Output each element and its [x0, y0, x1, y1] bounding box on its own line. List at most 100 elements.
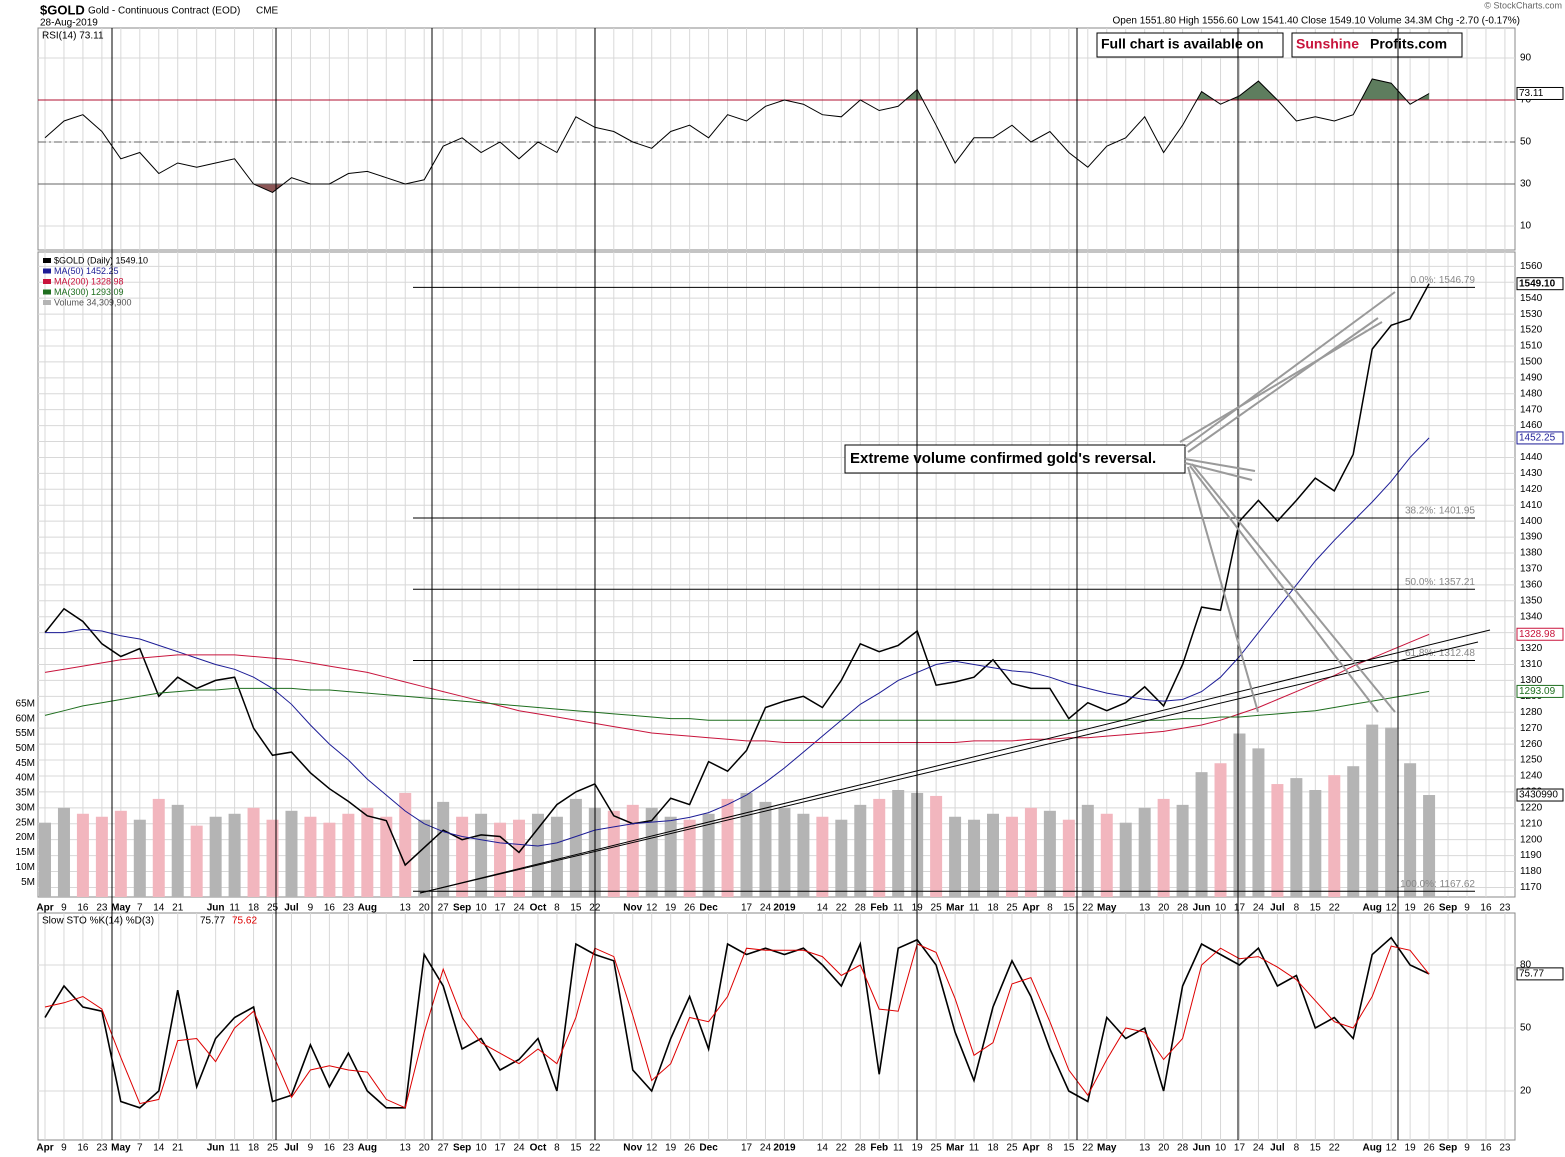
volume-bar — [854, 804, 867, 897]
value-tag-label: 1328.98 — [1519, 629, 1556, 640]
volume-bar — [1309, 789, 1322, 897]
x-tick-label: 7 — [137, 1143, 143, 1154]
x-tick-label: 12 — [646, 903, 658, 914]
x-tick-label: 16 — [1480, 1143, 1492, 1154]
legend-k: 75.77 — [200, 916, 225, 927]
volume-bar — [285, 810, 298, 897]
value-tag-label: 1293.09 — [1519, 686, 1556, 697]
volume-tick-label: 25M — [16, 817, 35, 828]
x-tick-label: Jun — [1193, 1143, 1211, 1154]
y-tick-label: 70 — [1520, 95, 1532, 106]
panel-frame — [37, 251, 1516, 898]
volume-bar — [968, 819, 981, 897]
x-tick-label: 10 — [1215, 1143, 1227, 1154]
value-tag-label: 1452.25 — [1519, 433, 1556, 444]
x-tick-label: 13 — [1139, 903, 1151, 914]
fib-label: 38.2%: 1401.95 — [1405, 506, 1475, 517]
x-tick-label: Mar — [946, 903, 964, 914]
x-tick-label: 15 — [1310, 1143, 1322, 1154]
x-tick-label: 12 — [1386, 903, 1398, 914]
volume-bar — [1157, 798, 1170, 897]
x-tick-label: 13 — [400, 1143, 412, 1154]
x-tick-label: 9 — [1464, 903, 1470, 914]
callout-arrows — [1179, 291, 1396, 713]
y-tick-label: 1270 — [1520, 723, 1543, 734]
volume-bar — [550, 816, 563, 897]
volume-bar — [835, 819, 848, 897]
x-tick-label: 14 — [817, 903, 829, 914]
volume-bar — [437, 801, 450, 897]
x-tick-label: Apr — [1022, 903, 1039, 914]
volume-bar — [531, 813, 544, 897]
volume-bar — [1271, 784, 1284, 897]
volume-bar — [57, 807, 70, 897]
volume-bar — [1366, 724, 1379, 897]
legend-label: MA(300) 1293.09 — [54, 287, 124, 297]
y-tick-label: 1370 — [1520, 564, 1543, 575]
x-tick-label: 21 — [172, 903, 184, 914]
volume-bar — [1423, 795, 1436, 897]
volume-bar — [1347, 766, 1360, 897]
legend-swatch — [43, 258, 51, 263]
x-tick-label: 2019 — [773, 1143, 796, 1154]
x-tick-label: 24 — [1253, 1143, 1265, 1154]
x-tick-label: 16 — [77, 1143, 89, 1154]
legend-swatch — [43, 300, 51, 305]
value-tag — [1516, 277, 1564, 291]
promo-box — [1096, 32, 1284, 58]
y-tick-label: 1400 — [1520, 516, 1543, 527]
y-tick-label: 1390 — [1520, 532, 1543, 543]
x-tick-label: 11 — [893, 903, 904, 914]
volume-bar — [702, 813, 715, 897]
legend-swatch — [43, 268, 51, 274]
volume-bar — [987, 813, 999, 897]
x-tick-label: 20 — [1158, 903, 1170, 914]
x-tick-label: 8 — [1294, 903, 1300, 914]
y-tick-label: 90 — [1520, 53, 1532, 64]
y-tick-label: 1260 — [1520, 739, 1543, 750]
legend-d: 75.62 — [232, 916, 257, 927]
volume-tick-label: 20M — [16, 832, 35, 843]
x-tick-label: 18 — [987, 903, 999, 914]
volume-bar — [683, 819, 696, 897]
x-tick-label: 10 — [476, 903, 488, 914]
x-tick-label: 17 — [1234, 1143, 1246, 1154]
y-tick-label: 1170 — [1520, 882, 1542, 893]
volume-bar — [171, 804, 184, 897]
y-tick-label: 1410 — [1520, 500, 1543, 511]
x-tick-label: 15 — [570, 903, 582, 914]
x-tick-label: Aug — [1362, 1143, 1381, 1154]
x-tick-label: 7 — [137, 903, 143, 914]
value-tag — [1516, 86, 1564, 100]
volume-bar — [76, 813, 89, 897]
volume-bar — [228, 813, 241, 897]
x-tick-label: 24 — [760, 903, 772, 914]
fib-label: 61.8%: 1312.48 — [1405, 648, 1475, 659]
fib-label: 50.0%: 1357.21 — [1405, 577, 1475, 588]
y-tick-label: 1560 — [1520, 261, 1543, 272]
volume-bar — [1195, 772, 1208, 897]
x-tick-label: 23 — [343, 903, 355, 914]
volume-tick-label: 55M — [16, 728, 35, 739]
x-tick-label: 20 — [419, 1143, 431, 1154]
y-tick-label: 1350 — [1520, 595, 1543, 606]
value-tag — [1516, 684, 1564, 698]
x-tick-label: 24 — [513, 903, 525, 914]
volume-bar — [759, 801, 772, 897]
volume-bar — [39, 822, 51, 897]
x-tick-label: 27 — [438, 1143, 450, 1154]
x-tick-label: 19 — [1405, 1143, 1417, 1154]
x-tick-label: 23 — [1499, 903, 1511, 914]
volume-bar — [1252, 748, 1265, 897]
volume-bar — [152, 798, 165, 897]
x-tick-label: 15 — [570, 1143, 582, 1154]
y-tick-label: 50 — [1520, 137, 1532, 148]
y-tick-label: 1430 — [1520, 468, 1543, 479]
volume-bar — [949, 816, 962, 897]
promo-text: Full chart is available on — [1101, 36, 1264, 52]
x-tick-label: 24 — [1253, 903, 1265, 914]
x-tick-label: 24 — [513, 1143, 525, 1154]
y-tick-label: 1380 — [1520, 548, 1543, 559]
volume-bar — [304, 816, 317, 897]
volume-bar — [1100, 813, 1113, 897]
